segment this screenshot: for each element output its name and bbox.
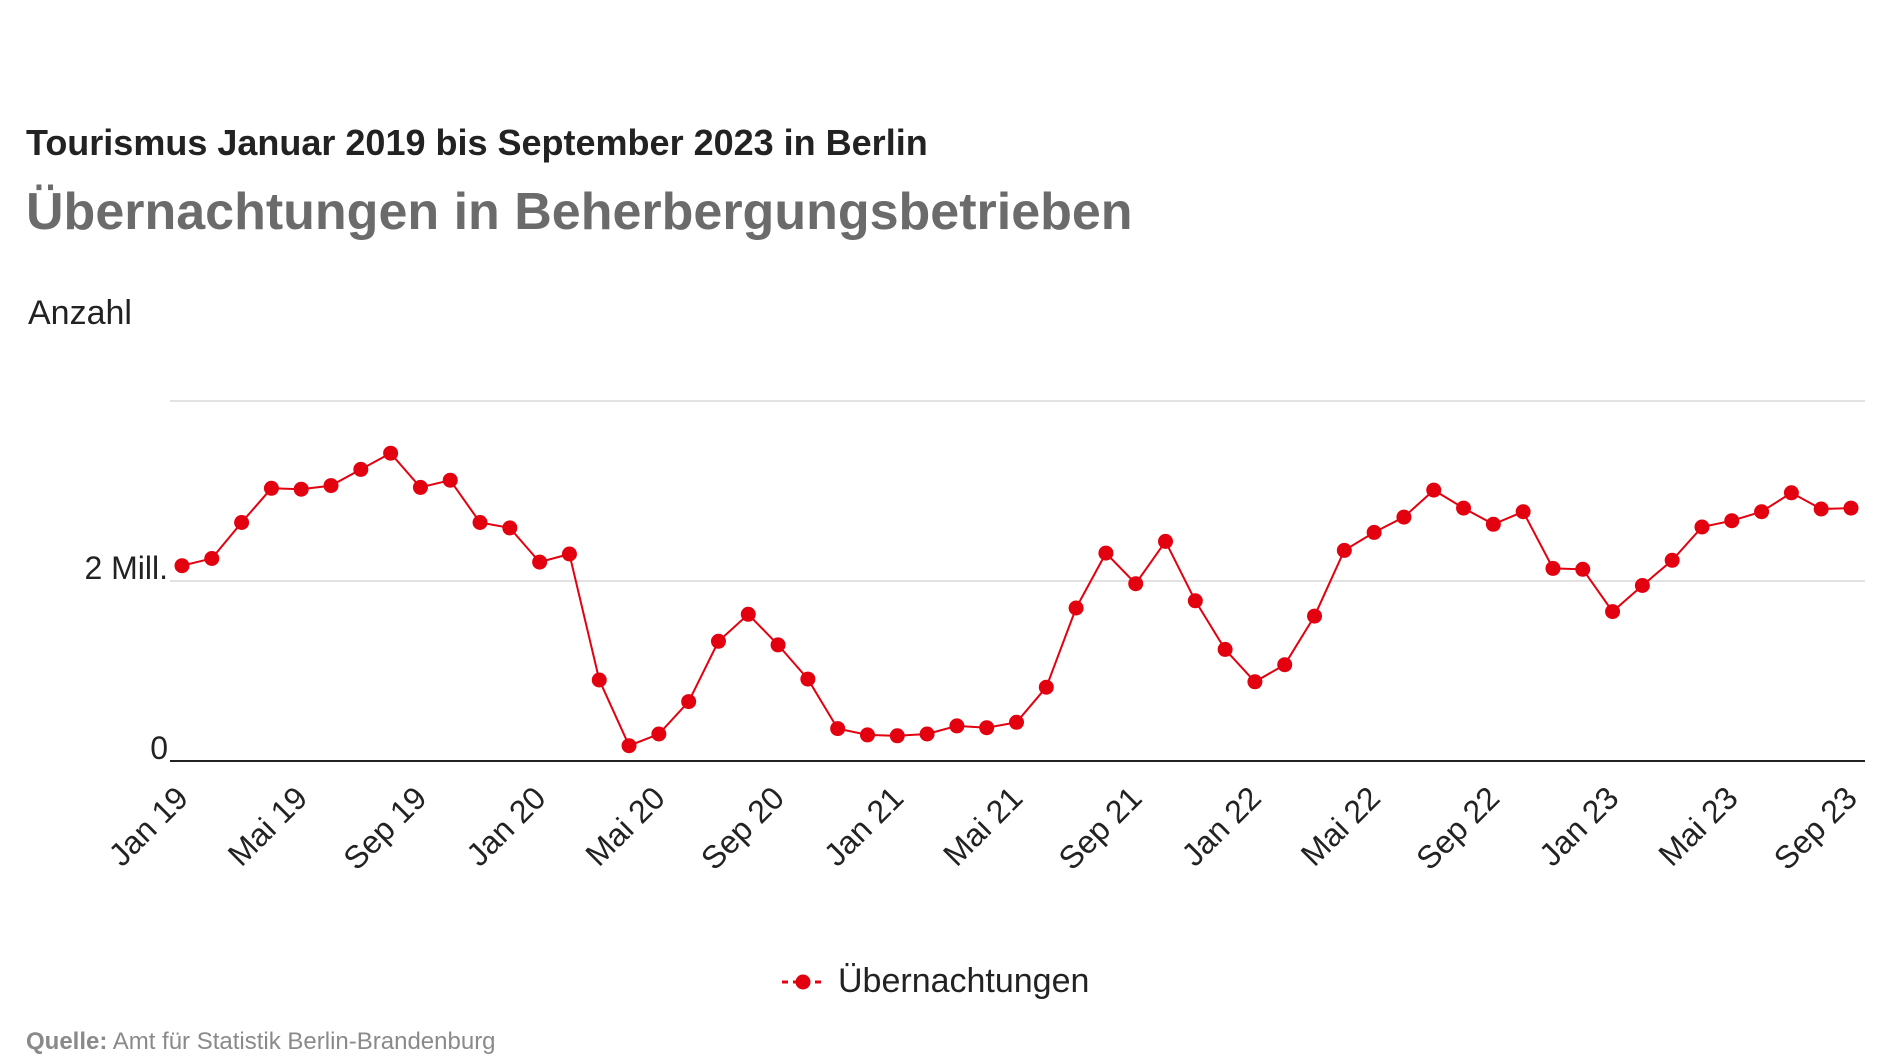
data-point [979,720,995,736]
line-chart: 02 Mill. Jan 19 Mai 19 Sep 19 Jan 20 Mai 20 S… [84,400,1865,877]
data-point [651,726,667,742]
data-point [1158,533,1174,549]
legend-label: Übernachtungen [838,962,1090,1000]
data-point [472,515,488,530]
data-point [889,728,905,744]
data-point [1456,500,1472,516]
x-tick-label: Sep 20 [694,779,791,876]
x-tick-label: Jan 23 [1532,779,1625,872]
x-tick-label: Jan 21 [817,779,910,872]
data-point [591,672,607,688]
x-tick-label: Mai 20 [578,779,671,872]
data-point [1068,600,1084,616]
data-point [1336,542,1352,558]
data-point [740,606,756,622]
x-tick-label: Jan 22 [1174,779,1267,872]
data-point [1813,501,1829,517]
data-point [293,481,309,497]
data-point [442,472,458,488]
chart-title: Tourismus Januar 2019 bis September 2023… [26,122,928,163]
data-point [1783,485,1799,501]
data-point [204,551,220,566]
data-point [174,558,190,574]
data-point [1187,593,1203,609]
data-point [1485,516,1501,532]
x-tick-label: Mai 23 [1651,779,1744,872]
series-line [181,451,1852,747]
y-axis-unit-label: Anzahl [28,294,132,332]
data-point [383,445,399,461]
data-point [1634,578,1650,593]
data-point [1664,552,1680,568]
y-tick-label: 0 [150,730,168,766]
data-point [323,478,339,494]
data-point [919,726,935,742]
data-point [949,718,965,734]
x-tick-label: Sep 22 [1409,779,1506,876]
data-point [800,671,816,687]
data-point [1396,509,1412,525]
data-point [1515,504,1531,520]
data-point [1038,679,1054,695]
data-point [681,694,697,710]
data-point [1307,608,1323,624]
data-point [621,738,637,754]
y-axis-ticks: 0 2 Mill. [84,550,168,766]
data-point [1724,513,1740,529]
x-tick-label: Sep 21 [1051,779,1148,876]
data-point [1694,519,1710,535]
grid-lines [170,400,1865,582]
legend[interactable]: Übernachtungen [780,962,1089,1001]
data-point [412,479,428,495]
data-point [710,633,726,649]
data-point [1128,576,1144,592]
data-point [1545,560,1561,576]
x-tick-label: Jan 19 [102,779,195,872]
data-point [770,637,786,653]
data-point [1754,504,1770,520]
x-tick-label: Sep 19 [336,779,433,876]
data-point [1575,561,1591,577]
data-point [1605,604,1621,620]
data-point [859,727,875,743]
x-tick-label: Mai 21 [936,779,1029,872]
data-point [1843,500,1859,516]
data-point [1366,524,1382,540]
legend-marker-icon [782,974,824,989]
source-note: Quelle: Amt für Statistik Berlin-Branden… [26,1028,496,1056]
data-point [234,515,250,530]
x-axis-ticks: Jan 19 Mai 19 Sep 19 Jan 20 Mai 20 Sep 20 Jan … [102,779,1864,876]
source-text: Amt für Statistik Berlin-Brandenburg [107,1028,496,1055]
data-point [1277,657,1293,673]
data-point [561,546,577,562]
x-tick-label: Mai 22 [1294,779,1387,872]
data-point [1426,482,1442,498]
data-point [830,721,846,737]
x-tick-label: Mai 19 [221,779,314,872]
data-point [1217,641,1233,657]
data-point [502,520,518,536]
data-point [1247,674,1263,690]
data-point [263,480,279,496]
data-point [532,554,548,570]
source-label: Quelle: [26,1028,108,1055]
chart-subtitle: Übernachtungen in Beherbergungsbetrieben [26,183,1133,241]
y-tick-label: 2 Mill. [84,550,168,586]
series-uebernachtungen [174,445,1859,754]
data-point [353,461,369,477]
x-tick-label: Sep 23 [1767,779,1864,876]
data-point [1098,545,1114,561]
data-point [1009,714,1024,730]
x-tick-label: Jan 20 [459,779,552,872]
